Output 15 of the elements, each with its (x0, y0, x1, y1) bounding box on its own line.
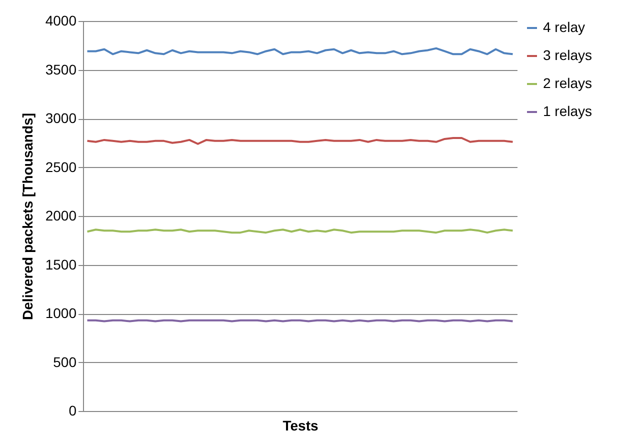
legend-label: 4 relay (543, 19, 586, 35)
y-tick-label: 3500 (45, 61, 77, 78)
y-tick-label: 4000 (45, 12, 77, 28)
y-tick-label: 1500 (45, 256, 77, 272)
y-tick-label: 500 (53, 354, 77, 370)
y-tick-label: 3000 (45, 110, 77, 126)
x-axis-title: Tests (282, 418, 318, 434)
y-tick-label: 0 (68, 402, 77, 418)
y-axis-title: Delivered packets [Thousands] (19, 113, 36, 320)
y-tick-label: 2000 (45, 208, 77, 224)
legend-label: 3 relays (543, 47, 592, 63)
legend-label: 2 relays (543, 75, 592, 91)
legend-label: 1 relays (543, 103, 592, 119)
y-tick-label: 2500 (45, 158, 77, 175)
y-tick-label: 1000 (45, 305, 77, 321)
